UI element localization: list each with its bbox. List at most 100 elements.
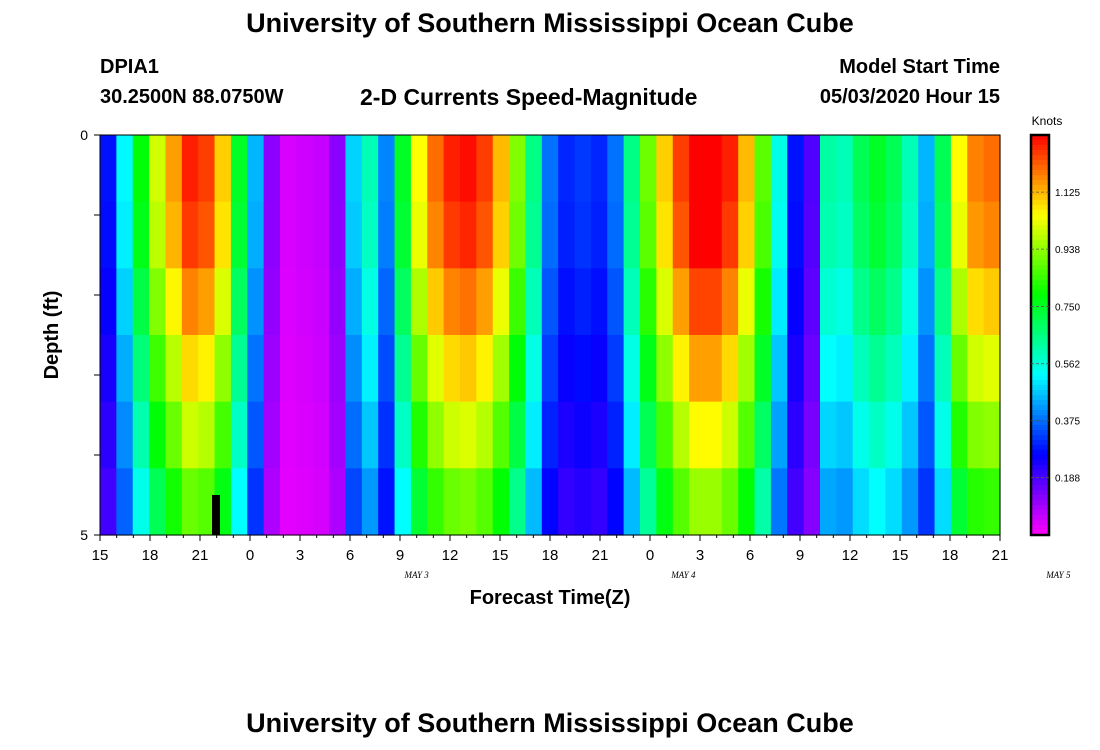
heatmap-cell — [280, 135, 297, 203]
heatmap-cell — [378, 201, 396, 269]
heatmap-cell — [247, 468, 265, 536]
heatmap-cell — [280, 335, 297, 403]
colorbar-cell — [1031, 435, 1049, 441]
heatmap-cell — [885, 401, 903, 469]
heatmap-cell — [918, 401, 936, 469]
heatmap-cell — [558, 201, 576, 269]
heatmap-cell — [509, 201, 527, 269]
x-tick-label: 21 — [992, 547, 1009, 564]
colorbar-axes: 0.188 0.375 0.562 0.750 0.938 1.125 — [1029, 133, 1080, 537]
colorbar-tick-label: 0.562 — [1055, 360, 1080, 371]
colorbar-cell — [1031, 350, 1049, 356]
colorbar-tick-label: 0.938 — [1055, 245, 1080, 256]
heatmap-cell — [378, 268, 396, 336]
heatmap-cell — [640, 335, 657, 403]
heatmap-cell — [836, 135, 854, 203]
heatmap-cell — [869, 135, 887, 203]
heatmap-cell — [820, 401, 837, 469]
heatmap-cell — [263, 468, 281, 536]
heatmap-cell — [280, 268, 297, 336]
heatmap-cell — [181, 401, 199, 469]
heatmap-cell — [312, 135, 330, 203]
heatmap-cell — [132, 335, 150, 403]
heatmap-cell — [918, 135, 936, 203]
station-coordinates: 30.2500N 88.0750W — [100, 86, 284, 108]
heatmap-cell — [787, 268, 805, 336]
x-tick-label: 6 — [746, 547, 754, 564]
colorbar-cell — [1031, 340, 1049, 346]
heatmap-cell — [345, 468, 363, 536]
colorbar-cell — [1031, 530, 1049, 536]
heatmap-cell — [100, 401, 117, 469]
heatmap-cell — [541, 401, 559, 469]
heatmap-cell — [623, 201, 641, 269]
colorbar-cell — [1031, 420, 1049, 426]
colorbar-cell — [1031, 205, 1049, 211]
heatmap-cell — [721, 201, 739, 269]
heatmap-cell — [198, 468, 216, 536]
colorbar-cell — [1031, 180, 1049, 186]
heatmap-cell — [509, 268, 527, 336]
heatmap-cells — [100, 135, 1001, 536]
date-label: MAY 4 — [670, 570, 696, 580]
colorbar-cell — [1031, 150, 1049, 156]
x-tick-label: 9 — [396, 547, 404, 564]
heatmap-cell — [116, 268, 134, 336]
colorbar-tick-label: 0.375 — [1055, 417, 1080, 428]
heatmap-cell — [476, 335, 494, 403]
heatmap-cell — [394, 268, 412, 336]
heatmap-cell — [820, 335, 837, 403]
heatmap-cell — [165, 335, 183, 403]
heatmap-cell — [590, 268, 608, 336]
heatmap-cell — [509, 335, 527, 403]
heatmap-cell — [967, 401, 985, 469]
heatmap-cell — [329, 335, 347, 403]
heatmap-cell — [394, 135, 412, 203]
heatmap-cell — [410, 135, 428, 203]
heatmap-cell — [116, 468, 134, 536]
heatmap-cell — [770, 335, 788, 403]
heatmap-cell — [558, 401, 576, 469]
colorbar-cell — [1031, 145, 1049, 151]
heatmap-cell — [100, 135, 117, 203]
heatmap-cell — [672, 201, 690, 269]
heatmap-cell — [623, 401, 641, 469]
date-label: MAY 5 — [1045, 570, 1071, 580]
heatmap-cell — [803, 268, 821, 336]
colorbar-cell — [1031, 365, 1049, 371]
heatmap-cell — [410, 268, 428, 336]
heatmap-cell — [656, 401, 674, 469]
heatmap-cell — [656, 335, 674, 403]
colorbar-cell — [1031, 410, 1049, 416]
heatmap-cell — [967, 201, 985, 269]
heatmap-cell — [934, 335, 952, 403]
heatmap-cell — [820, 268, 837, 336]
heatmap-cell — [574, 401, 592, 469]
heatmap-cell — [574, 201, 592, 269]
y-tick-label: 5 — [80, 527, 88, 543]
heatmap-cell — [885, 468, 903, 536]
heatmap-cell — [132, 401, 150, 469]
heatmap-cell — [574, 468, 592, 536]
heatmap-cell — [607, 468, 625, 536]
heatmap-cell — [640, 468, 657, 536]
heatmap-cell — [623, 468, 641, 536]
colorbar-label: Knots — [1032, 114, 1063, 128]
heatmap-cell — [100, 335, 117, 403]
heatmap-cell — [198, 335, 216, 403]
colorbar-cell — [1031, 320, 1049, 326]
heatmap-cell — [132, 201, 150, 269]
heatmap-cell — [247, 201, 265, 269]
heatmap-cell — [443, 201, 461, 269]
heatmap-cell — [787, 201, 805, 269]
x-tick-label: 3 — [296, 547, 304, 564]
heatmap-cell — [394, 401, 412, 469]
heatmap-cell — [165, 468, 183, 536]
heatmap-cell — [214, 201, 232, 269]
heatmap-cell — [590, 468, 608, 536]
heatmap-cell — [100, 468, 117, 536]
x-tick-label: 3 — [696, 547, 704, 564]
heatmap-cell — [738, 401, 756, 469]
heatmap-cell — [754, 401, 772, 469]
x-tick-label: 12 — [842, 547, 859, 564]
